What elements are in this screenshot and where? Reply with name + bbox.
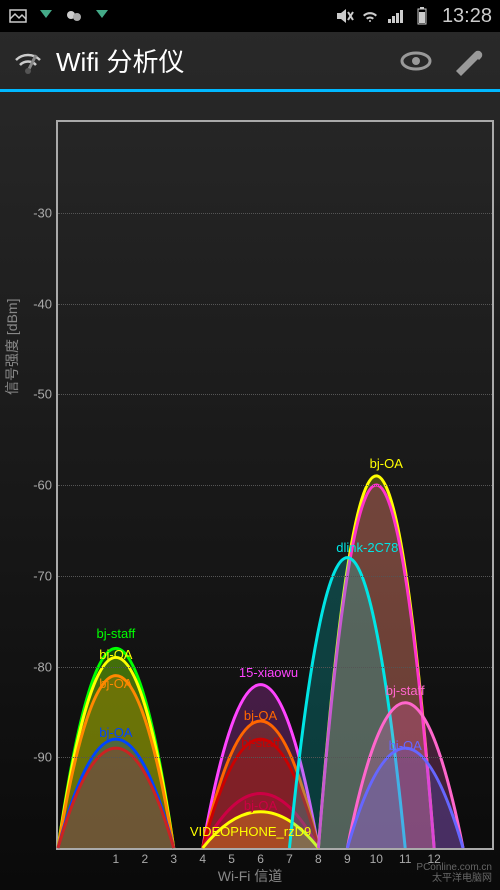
y-tick-label: -40 bbox=[33, 296, 52, 311]
x-tick-label: 9 bbox=[344, 852, 351, 866]
network-label: dlink-2C78 bbox=[336, 540, 398, 555]
network-label: 15-xiaowu bbox=[239, 665, 298, 680]
y-tick-label: -30 bbox=[33, 205, 52, 220]
wifi-analyzer-icon bbox=[12, 45, 44, 77]
app-bar: Wifi 分析仪 bbox=[0, 32, 500, 92]
x-tick-label: 4 bbox=[199, 852, 206, 866]
x-tick-label: 3 bbox=[170, 852, 177, 866]
status-left-icons bbox=[8, 6, 112, 26]
x-tick-label: 2 bbox=[141, 852, 148, 866]
watermark-line2: 太平洋电脑网 bbox=[416, 873, 492, 884]
x-tick-label: 5 bbox=[228, 852, 235, 866]
gridline bbox=[58, 485, 492, 486]
x-tick-label: 1 bbox=[113, 852, 120, 866]
gridline bbox=[58, 304, 492, 305]
y-tick-label: -70 bbox=[33, 568, 52, 583]
network-label: bj-OA bbox=[99, 676, 132, 691]
app-title: Wifi 分析仪 bbox=[56, 42, 384, 79]
y-tick-label: -80 bbox=[33, 659, 52, 674]
x-tick-label: 11 bbox=[399, 852, 411, 866]
settings-button[interactable] bbox=[448, 41, 488, 81]
signal-icon bbox=[386, 6, 406, 26]
network-label: bj-OA bbox=[99, 725, 132, 740]
gridline bbox=[58, 576, 492, 577]
chart-area: -30-40-50-60-70-80-90123456789101112bj-s… bbox=[56, 120, 494, 850]
status-right-icons: 13:28 bbox=[334, 5, 492, 28]
x-tick-label: 8 bbox=[315, 852, 322, 866]
network-label: VIDEOPHONE_rzD9 bbox=[190, 824, 311, 839]
wifi-icon bbox=[360, 6, 380, 26]
y-axis-title: 信号强度 [dBm] bbox=[2, 299, 22, 395]
download-icon bbox=[36, 6, 56, 26]
view-button[interactable] bbox=[396, 41, 436, 81]
y-tick-label: -90 bbox=[33, 750, 52, 765]
status-bar: 13:28 bbox=[0, 0, 500, 32]
gallery-icon bbox=[8, 6, 28, 26]
battery-icon bbox=[412, 6, 432, 26]
network-label: bj-OA bbox=[244, 708, 277, 723]
network-label: bj-OA bbox=[244, 798, 277, 813]
y-tick-label: -50 bbox=[33, 387, 52, 402]
x-axis-title: Wi-Fi 信道 bbox=[218, 866, 283, 886]
network-label: bj-OA bbox=[99, 647, 132, 662]
y-tick-label: -60 bbox=[33, 478, 52, 493]
network-label: bj-OA bbox=[370, 456, 403, 471]
network-label: bj-staff bbox=[241, 735, 280, 750]
x-tick-label: 6 bbox=[257, 852, 264, 866]
mute-icon bbox=[334, 6, 354, 26]
chat-icon bbox=[64, 6, 84, 26]
x-tick-label: 7 bbox=[286, 852, 293, 866]
app-icon bbox=[92, 6, 112, 26]
x-tick-label: 10 bbox=[370, 852, 383, 866]
gridline bbox=[58, 394, 492, 395]
status-time: 13:28 bbox=[442, 5, 492, 28]
network-label: bj-staff bbox=[96, 626, 135, 641]
watermark-line1: PConline.com.cn bbox=[416, 862, 492, 873]
watermark: PConline.com.cn 太平洋电脑网 bbox=[416, 862, 492, 884]
gridline bbox=[58, 213, 492, 214]
gridline bbox=[58, 757, 492, 758]
network-label: bj-OA bbox=[389, 738, 422, 753]
network-label: bj-staff bbox=[386, 683, 425, 698]
